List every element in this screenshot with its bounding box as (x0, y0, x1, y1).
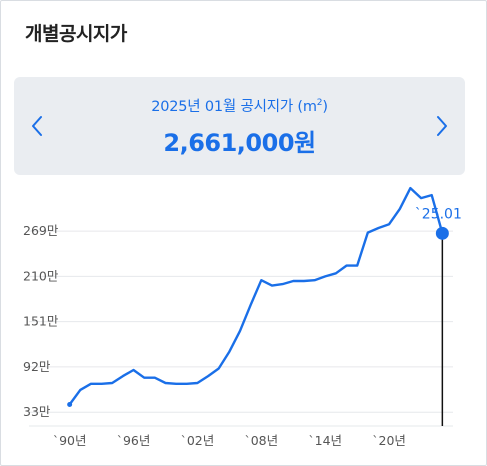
x-tick-label: `08년 (244, 433, 278, 448)
prev-period-button[interactable] (22, 109, 52, 143)
y-tick-label: 210만 (23, 268, 59, 283)
chevron-left-icon (32, 116, 42, 136)
price-caption-text: 2025년 01월 공시지가 (m (151, 99, 317, 115)
highlight-label: `25.01 (415, 206, 462, 222)
y-tick-label: 33만 (23, 404, 51, 419)
highlight-point (435, 226, 449, 240)
line-chart-svg: 269만 210만 151만 92만 33만`90년 `96년 `02년 `08년 `14년 `2… (23, 186, 462, 448)
x-tick-label: `20년 (372, 433, 406, 448)
chevron-right-icon (437, 116, 447, 136)
y-tick-label: 92만 (23, 359, 51, 374)
price-card: 2025년 01월 공시지가 (m2) 2,661,000원 (14, 77, 465, 175)
series-start-point (67, 402, 73, 408)
panel-title: 개별공시지가 (25, 23, 127, 45)
price-history-chart: 269만 210만 151만 92만 33만 `90년 `96년 `02년 `08년 `14년 `2… (1, 179, 487, 466)
y-tick-label: 151만 (23, 314, 59, 329)
series-line (68, 186, 444, 406)
y-tick-label: 269만 (23, 223, 59, 238)
next-period-button[interactable] (427, 109, 457, 143)
price-caption-close: ) (322, 99, 328, 115)
price-caption-unit-exponent: 2 (316, 98, 323, 108)
x-tick-label: `02년 (181, 433, 215, 448)
price-value: 2,661,000원 (163, 129, 316, 157)
x-tick-label: `14년 (308, 433, 342, 448)
x-tick-label: `96년 (117, 433, 151, 448)
x-tick-label: `90년 (53, 433, 87, 448)
price-caption: 2025년 01월 공시지가 (m2) (14, 95, 465, 116)
